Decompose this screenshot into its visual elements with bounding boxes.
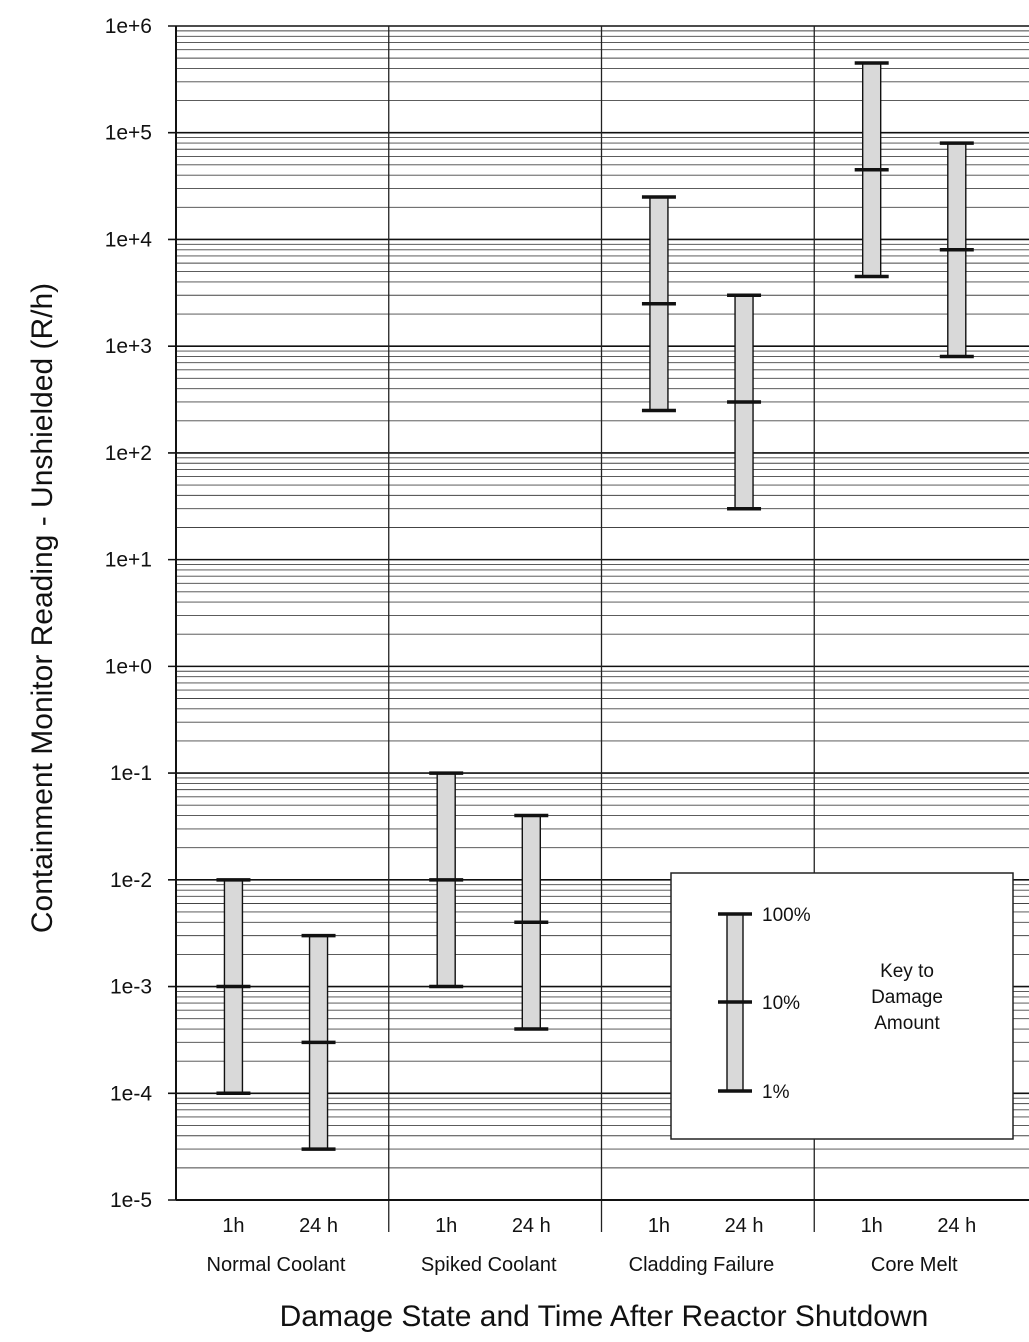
axes: [175, 26, 1029, 1201]
x-category-label: 24 h: [299, 1215, 338, 1237]
legend-title-line: Key to: [880, 961, 934, 982]
x-group-label: Core Melt: [871, 1254, 958, 1276]
x-category-label: 1h: [861, 1215, 883, 1237]
x-group-label: Normal Coolant: [207, 1254, 346, 1276]
legend: 100% 10% 1% Key to Damage Amount: [670, 872, 1014, 1140]
x-category-labels: 1h 24 h Normal Coolant 1h 24 h Spiked Coolant…: [207, 1215, 977, 1276]
y-tick-label: 1e-4: [110, 1082, 152, 1105]
legend-title-line: Amount: [874, 1013, 940, 1034]
x-category-label: 24 h: [512, 1215, 551, 1237]
y-tick-label: 1e-5: [110, 1189, 152, 1212]
x-category-label: 24 h: [725, 1215, 764, 1237]
y-tick-label: 1e-3: [110, 976, 152, 999]
legend-marker-label: 100%: [762, 905, 811, 926]
legend-title-line: Damage: [871, 987, 943, 1008]
y-tick-label: 1e+6: [105, 15, 152, 38]
x-category-label: 1h: [435, 1215, 457, 1237]
x-category-label: 1h: [648, 1215, 670, 1237]
x-group-label: Spiked Coolant: [421, 1254, 557, 1276]
x-group-label: Cladding Failure: [629, 1254, 775, 1276]
x-axis-title: Damage State and Time After Reactor Shut…: [280, 1300, 929, 1333]
y-tick-label: 1e+2: [105, 442, 152, 465]
x-category-label: 1h: [222, 1215, 244, 1237]
y-axis-title: Containment Monitor Reading - Unshielded…: [26, 283, 59, 933]
range-bars: [216, 61, 974, 1151]
legend-marker-label: 10%: [762, 993, 800, 1014]
y-tick-label: 1e+1: [105, 549, 152, 572]
y-tick-labels: 1e-5 1e-4 1e-3 1e-2 1e-1 1e+0 1e+1 1e+2 1e+3 1e+4…: [105, 15, 153, 1212]
y-tick-label: 1e-2: [110, 869, 152, 892]
y-tick-label: 1e+4: [105, 228, 153, 251]
legend-marker-label: 1%: [762, 1082, 790, 1103]
x-category-label: 24 h: [937, 1215, 976, 1237]
y-tick-label: 1e+5: [105, 122, 152, 145]
y-tick-label: 1e-1: [110, 762, 152, 785]
y-tick-label: 1e+0: [105, 655, 152, 678]
y-tick-label: 1e+3: [105, 335, 152, 358]
